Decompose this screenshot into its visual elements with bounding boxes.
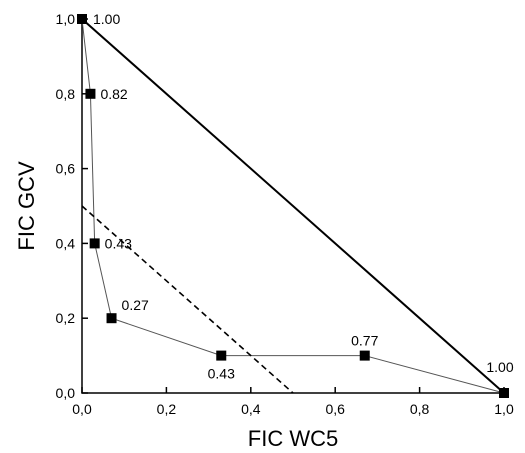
data-labels: 1.00 0.82 0.43 0.27 0.43 0.77 1.00 bbox=[93, 11, 514, 382]
y-tick-label: 0,8 bbox=[56, 86, 76, 102]
data-point bbox=[216, 350, 227, 361]
x-tick-label: 0,2 bbox=[157, 401, 177, 417]
series-line-2 bbox=[81, 205, 294, 394]
data-point bbox=[85, 88, 96, 99]
data-label: 0.77 bbox=[351, 333, 378, 349]
markers bbox=[77, 14, 509, 398]
series-line-1 bbox=[81, 18, 505, 394]
data-label: 0.82 bbox=[100, 86, 127, 102]
y-tick-label: 0,0 bbox=[56, 385, 76, 401]
x-tick-label: 0,6 bbox=[325, 401, 345, 417]
data-label: 1.00 bbox=[93, 11, 120, 27]
y-tick-label: 0,4 bbox=[56, 235, 76, 251]
ticks: 0,0 0,2 0,4 0,6 0,8 1,0 0,0 0,2 0,4 0,6 0,8 1,0 bbox=[56, 11, 514, 417]
data-label: 1.00 bbox=[486, 359, 513, 375]
x-tick-label: 0,0 bbox=[72, 401, 92, 417]
x-tick-label: 0,4 bbox=[241, 401, 261, 417]
data-label: 0.43 bbox=[208, 366, 235, 382]
data-label: 0.43 bbox=[105, 235, 132, 251]
data-point bbox=[89, 238, 100, 249]
y-tick-label: 0,6 bbox=[56, 161, 76, 177]
data-label: 0.27 bbox=[122, 297, 149, 313]
data-point bbox=[106, 313, 117, 324]
y-tick-label: 1,0 bbox=[56, 11, 76, 27]
data-point bbox=[499, 388, 509, 398]
y-tick-label: 0,2 bbox=[56, 310, 76, 326]
data-point bbox=[77, 14, 87, 24]
y-axis-title: FIC GCV bbox=[14, 161, 39, 251]
x-axis-title: FIC WC5 bbox=[248, 426, 338, 451]
x-tick-label: 0,8 bbox=[410, 401, 430, 417]
series-lines bbox=[81, 18, 505, 394]
x-tick-label: 1,0 bbox=[494, 401, 514, 417]
data-point bbox=[359, 350, 370, 361]
